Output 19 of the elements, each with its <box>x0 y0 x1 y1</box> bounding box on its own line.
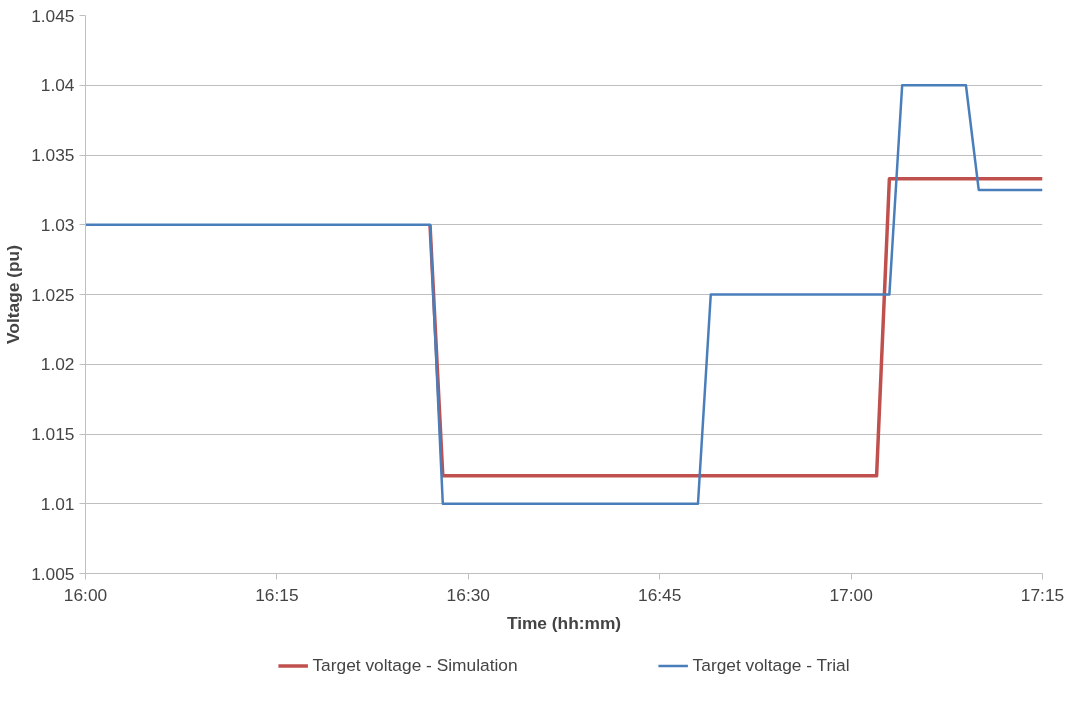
y-tick-label: 1.025 <box>31 284 75 305</box>
y-tick-label: 1.035 <box>31 145 75 165</box>
x-tick-label: 16:30 <box>446 584 490 605</box>
y-tick-label: 1.045 <box>31 5 75 26</box>
x-tick-label: 17:00 <box>829 584 873 605</box>
legend-label: Target voltage - Simulation <box>312 654 518 676</box>
y-axis-title: Voltage (pu) <box>3 245 24 344</box>
y-tick-label: 1.005 <box>31 563 75 584</box>
x-tick-label: 17:15 <box>1020 584 1065 605</box>
y-tick-label: 1.04 <box>40 75 75 96</box>
y-tick-label: 1.015 <box>31 424 75 444</box>
y-tick-label: 1.02 <box>40 354 75 375</box>
x-axis-title: Time (hh:mm) <box>506 612 622 633</box>
x-tick-label: 16:15 <box>255 584 299 605</box>
legend-label: Target voltage - Trial <box>692 654 850 676</box>
x-tick-label: 16:00 <box>63 584 108 605</box>
y-tick-label: 1.03 <box>40 214 75 235</box>
y-tick-label: 1.01 <box>40 493 75 514</box>
x-tick-label: 16:45 <box>638 584 682 605</box>
